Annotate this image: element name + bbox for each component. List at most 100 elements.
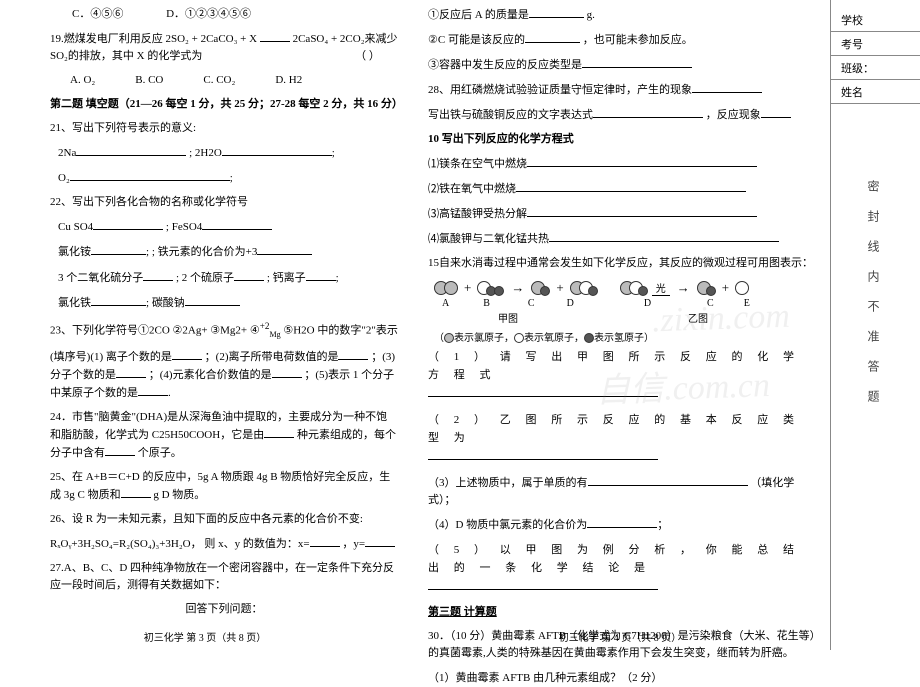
mol-e [735, 281, 749, 295]
mol-a [434, 281, 458, 295]
mol-b [477, 280, 504, 296]
q22r4: 氯化铁; 碳酸钠 [50, 294, 398, 312]
q23b: (填序号)(1) 离子个数的是 ；(2)离子所带电荷数值的是 ；(3)分子个数的… [50, 348, 398, 402]
blank [428, 385, 658, 397]
caption-jia: 甲图 [498, 310, 518, 325]
q21: 21、写出下列符号表示的意义: [50, 120, 398, 137]
ball-icon [494, 286, 504, 296]
blank [587, 516, 657, 528]
q27a-1: ①反应后 A 的质量是 [428, 9, 529, 21]
q23-2: (填序号)(1) 离子个数的是 [50, 351, 172, 363]
q26-1: 26、设 R 为一未知元素，且知下面的反应中各元素的化合价不变: [50, 511, 398, 528]
plus-icon: + [464, 280, 471, 296]
q22c: 氯化铵 [58, 246, 91, 258]
q15p4: （4）D 物质中氯元素的化合价为 [428, 519, 587, 531]
blank [202, 218, 272, 230]
lbl-d2: D [644, 298, 651, 309]
q27c: ③容器中发生反应的反应类型是 [428, 56, 818, 74]
q19-blank [260, 30, 290, 42]
ball-icon [706, 286, 716, 296]
q26-eq-row: RₓOᵧ+3H₂SO₄=R₂(SO₄)₃+3H₂O， 则 x、y 的数值为：x=… [50, 535, 398, 553]
q27b-1: ②C 可能是该反应的 [428, 34, 525, 46]
q15-1: 15自来水消毒过程中通常会发生如下化学反应，其反应的微观过程可用图表示： [428, 255, 818, 272]
blank [527, 205, 757, 217]
q10-3: ⑶高锰酸钾受热分解 [428, 208, 527, 220]
right-column: .zixin.com 自信.com.cn ①反应后 A 的质量是 g. ②C 可… [410, 0, 830, 650]
opt-c: C．④⑤⑥ [72, 8, 123, 20]
captions: 甲图 乙图 [428, 309, 818, 325]
q26-eq: RₓOᵧ+3H₂SO₄=R₂(SO₄)₃+3H₂O， [50, 538, 202, 550]
blank [761, 106, 791, 118]
q15p5r: （ 5 ） 以 甲 图 为 例 分 析 ， 你 能 总 结 出 的 一 条 化 … [428, 541, 818, 597]
ball-icon [444, 333, 454, 343]
blank [70, 169, 230, 181]
lbl-c: C [528, 298, 535, 309]
blank [582, 56, 692, 68]
q21-row2: O₂; [50, 169, 398, 187]
ball-icon [735, 281, 749, 295]
blank [116, 366, 146, 378]
q22a: Cu SO4 [58, 221, 93, 233]
side-strip: 学校 考号 班级： 姓名 密封线内不准答题 [830, 0, 920, 650]
q30-2: （1）黄曲霉素 AFTB 由几种元素组成？（2 分） [428, 670, 818, 687]
q19-c: C. CO₂ [203, 72, 235, 89]
blank [549, 230, 779, 242]
q22r3: 3 个二氧化硫分子 ; 2 个硫原子 ; 钙离子; [50, 269, 398, 287]
lbl-e: E [744, 298, 750, 309]
light-label: 光 [652, 280, 670, 296]
q24: 24．市售"脑黄金"(DHA)是从深海鱼油中提取的，主要成分为一种不饱和脂肪酸，… [50, 409, 398, 462]
blank [222, 144, 332, 156]
blank [138, 384, 168, 396]
side-class: 班级： [831, 56, 920, 80]
q19-options: A. O₂ B. CO C. CO₂ D. H2 [50, 72, 398, 89]
q22: 22、写出下列各化合物的名称或化学符号 [50, 194, 398, 211]
blank [428, 448, 658, 460]
q21c: O₂ [58, 172, 70, 184]
blank [257, 243, 312, 255]
section3: 第三题 计算题 [428, 604, 818, 621]
page-container: C．④⑤⑥ D．①②③④⑤⑥ 19.燃煤发电厂利用反应 2SO₂ + 2CaCO… [0, 0, 920, 650]
ball-icon [588, 286, 598, 296]
q22d: ; 铁元素的化合价为+3 [152, 246, 258, 258]
blank [306, 269, 336, 281]
q28c: ，反应现象 [706, 109, 761, 121]
side-examno: 考号 [831, 32, 920, 56]
lbl-a: A [442, 298, 449, 309]
q19-d: D. H2 [275, 72, 302, 89]
q22f: ; 2 个硫原子 [176, 272, 234, 284]
q19-text: 19.燃煤发电厂利用反应 2SO₂ + 2CaCO₃ + X 2CaSO₄ + … [50, 30, 398, 65]
q25-1: 25、在 A+B＝C+D 的反应中，5g A 物质跟 4g B 物质恰好完全反应… [50, 471, 390, 501]
q15p3r: （3）上述物质中，属于单质的有 （填化学式）； [428, 474, 818, 509]
q10-2r: ⑵铁在氧气中燃烧 [428, 180, 818, 198]
blank [593, 106, 703, 118]
side-name: 姓名 [831, 80, 920, 104]
q23-5: ；(4)元素化合价数值的是 [149, 369, 272, 381]
blank [105, 444, 135, 456]
q19-a: A. O₂ [70, 72, 95, 89]
mol-d [570, 280, 598, 296]
q22g: ; 钙离子 [267, 272, 306, 284]
lbl-c2: C [707, 298, 714, 309]
ball-icon [444, 281, 458, 295]
plus-icon: + [556, 280, 563, 296]
legend: （表示氯原子，表示氧原子，表示氢原子） [434, 329, 818, 344]
blank [76, 144, 186, 156]
q21b: ; 2H2O [189, 147, 222, 159]
blank [234, 269, 264, 281]
q25-2: g D 物质。 [153, 489, 205, 501]
q21a: 2Na [58, 147, 76, 159]
q10-2: ⑵铁在氧气中燃烧 [428, 183, 516, 195]
q22b: ; FeSO4 [166, 221, 202, 233]
plus-icon: + [722, 280, 729, 296]
q19-b: B. CO [135, 72, 163, 89]
side-school: 学校 [831, 8, 920, 32]
q23-1b: ⑤H2O 中的数字"2"表示 [283, 324, 397, 336]
q27a: ①反应后 A 的质量是 g. [428, 6, 818, 24]
q28b-row: 写出铁与硫酸铜反应的文字表达式 ，反应现象 [428, 106, 818, 124]
left-column: C．④⑤⑥ D．①②③④⑤⑥ 19.燃煤发电厂利用反应 2SO₂ + 2CaCO… [0, 0, 410, 650]
q22r1: Cu SO4 ; FeSO4 [50, 218, 398, 236]
blank [310, 535, 340, 547]
blank [93, 218, 163, 230]
q27b: ②C 可能是该反应的 ，也可能未参加反应。 [428, 31, 818, 49]
q25: 25、在 A+B＝C+D 的反应中，5g A 物质跟 4g B 物质恰好完全反应… [50, 469, 398, 504]
